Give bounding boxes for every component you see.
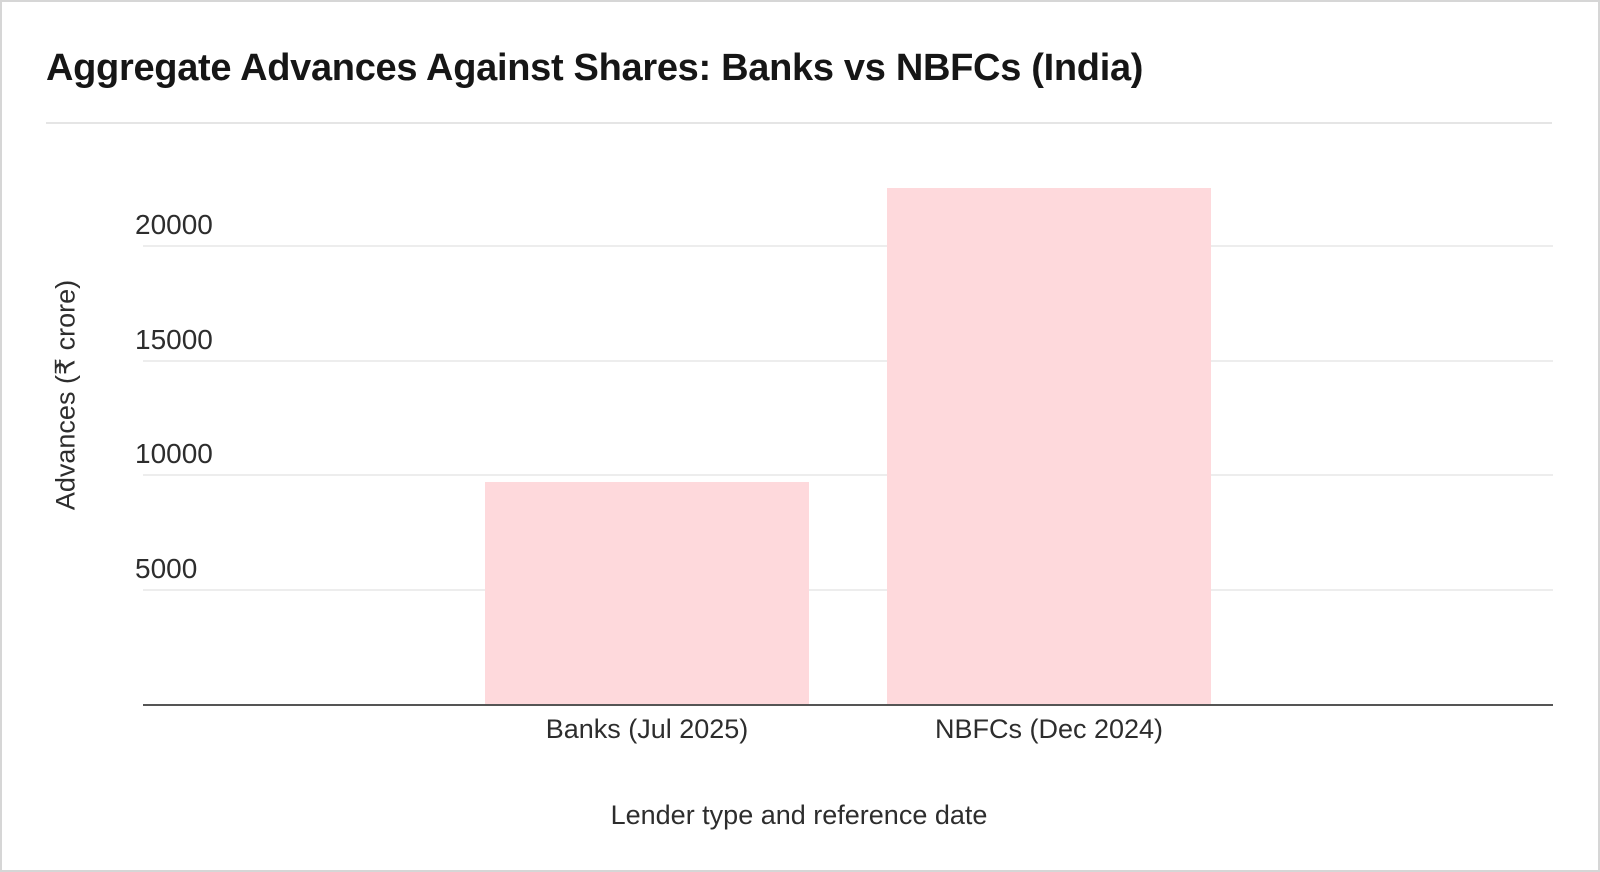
bar-banks-jul-2025 <box>485 481 809 704</box>
gridline-10000 <box>143 474 1553 476</box>
y-tick-label-5000: 5000 <box>135 552 198 584</box>
plot-area: 5000 10000 15000 20000 <box>135 166 1553 706</box>
y-tick-label-15000: 15000 <box>135 323 213 355</box>
y-axis-title: Advances (₹ crore) <box>50 279 81 511</box>
bar-nbfcs-dec-2024 <box>887 187 1211 704</box>
title-divider <box>46 122 1552 124</box>
y-tick-label-10000: 10000 <box>135 438 213 469</box>
gridline-5000 <box>143 588 1553 591</box>
gridline-20000 <box>143 245 1553 247</box>
x-axis-title: Lender type and reference date <box>610 800 988 830</box>
chart-title: Aggregate Advances Against Shares: Banks… <box>46 47 1144 89</box>
x-tick-label-1: Banks (Jul 2025) <box>545 714 749 744</box>
y-tick-label-20000: 20000 <box>135 209 213 240</box>
gridline-15000 <box>143 359 1553 362</box>
x-tick-label-2: NBFCs (Dec 2024) <box>934 714 1164 744</box>
